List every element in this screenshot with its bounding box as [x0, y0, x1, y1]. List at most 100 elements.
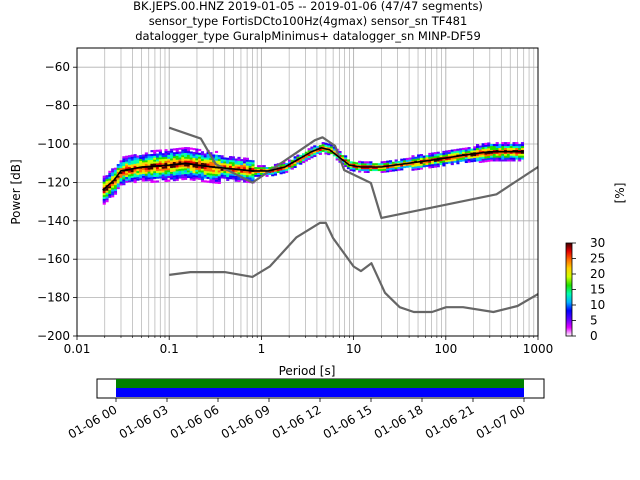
- density-cell: [226, 165, 230, 168]
- density-cell: [147, 179, 151, 182]
- density-cell: [237, 176, 241, 179]
- density-cell: [139, 174, 143, 177]
- density-cell: [175, 176, 179, 179]
- density-cell: [181, 174, 185, 177]
- density-cell: [358, 168, 362, 171]
- density-cell: [383, 162, 387, 166]
- density-cell: [170, 160, 174, 163]
- density-cell: [184, 154, 188, 157]
- density-cell: [332, 154, 336, 157]
- density-cell: [209, 173, 213, 176]
- density-cell: [400, 160, 404, 163]
- density-cell: [192, 159, 196, 162]
- density-cell: [476, 143, 480, 147]
- density-cell: [495, 151, 499, 154]
- density-cell: [433, 159, 438, 162]
- density-cell: [248, 177, 252, 180]
- density-cell: [467, 156, 471, 159]
- density-cell: [172, 161, 176, 164]
- density-cell: [248, 175, 252, 178]
- density-cell: [167, 150, 171, 153]
- density-cell: [217, 179, 221, 183]
- density-cell: [492, 157, 496, 160]
- density-cell: [136, 165, 140, 168]
- density-cell: [189, 161, 193, 164]
- density-cell: [313, 147, 317, 150]
- density-cell: [133, 177, 137, 180]
- density-cell: [293, 163, 297, 167]
- density-cell: [433, 155, 438, 159]
- density-cell: [456, 162, 460, 165]
- density-cell: [130, 162, 134, 165]
- density-cell: [181, 172, 185, 175]
- density-cell: [200, 178, 205, 181]
- density-cell: [506, 144, 510, 147]
- density-cell: [484, 156, 488, 159]
- density-cell: [251, 173, 255, 176]
- density-cell: [125, 159, 129, 162]
- density-cell: [450, 149, 454, 152]
- density-cell: [453, 156, 457, 159]
- density-cell: [445, 160, 449, 163]
- density-cell: [150, 171, 154, 174]
- density-cell: [108, 195, 112, 198]
- density-cell: [175, 165, 179, 168]
- density-cell: [127, 162, 132, 165]
- density-cell: [231, 160, 235, 163]
- density-cell: [158, 157, 162, 160]
- density-cell: [330, 144, 334, 147]
- density-cell: [214, 172, 219, 175]
- density-cell: [512, 155, 516, 158]
- density-cell: [122, 173, 126, 176]
- density-cell: [504, 147, 508, 150]
- density-cell: [478, 153, 482, 156]
- density-cell: [181, 156, 185, 160]
- density-cell: [214, 177, 219, 180]
- density-cell: [125, 180, 129, 183]
- density-cell: [476, 149, 480, 152]
- density-cell: [234, 171, 238, 175]
- density-cell: [330, 151, 334, 155]
- density-cell: [422, 155, 426, 158]
- density-cell: [144, 173, 148, 176]
- density-cell: [153, 161, 157, 164]
- density-cell: [318, 152, 322, 155]
- density-cell: [243, 180, 247, 183]
- time-tick-label: 01-06 09: [219, 402, 273, 441]
- density-cell: [133, 159, 137, 162]
- density-cell: [234, 160, 238, 163]
- density-cell: [161, 162, 165, 165]
- time-tick-label: 01-06 15: [321, 402, 375, 441]
- density-cell: [394, 167, 398, 170]
- density-cell: [490, 159, 494, 162]
- density-cell: [358, 166, 362, 169]
- density-cell: [231, 163, 235, 167]
- density-cell: [153, 167, 157, 170]
- density-cell: [229, 157, 233, 161]
- density-cell: [164, 177, 168, 181]
- density-cell: [419, 161, 423, 164]
- density-cell: [102, 181, 106, 184]
- density-cell: [439, 162, 443, 165]
- density-cell: [139, 168, 143, 171]
- density-cell: [153, 155, 157, 158]
- density-cell: [181, 153, 185, 156]
- density-cell: [102, 198, 106, 201]
- density-cell: [200, 153, 205, 156]
- density-cell: [405, 165, 409, 168]
- time-tick-label: 01-06 06: [168, 402, 222, 441]
- density-cell: [346, 159, 350, 162]
- density-cell: [178, 153, 182, 156]
- density-cell: [279, 170, 283, 173]
- density-cell: [125, 172, 129, 176]
- density-cell: [136, 178, 140, 181]
- density-cell: [450, 163, 454, 166]
- density-cell: [447, 153, 452, 156]
- density-cell: [186, 156, 191, 159]
- density-cell: [108, 188, 112, 191]
- density-cell: [212, 179, 216, 182]
- density-cell: [203, 161, 207, 164]
- density-cell: [464, 155, 468, 158]
- density-cell: [198, 148, 202, 152]
